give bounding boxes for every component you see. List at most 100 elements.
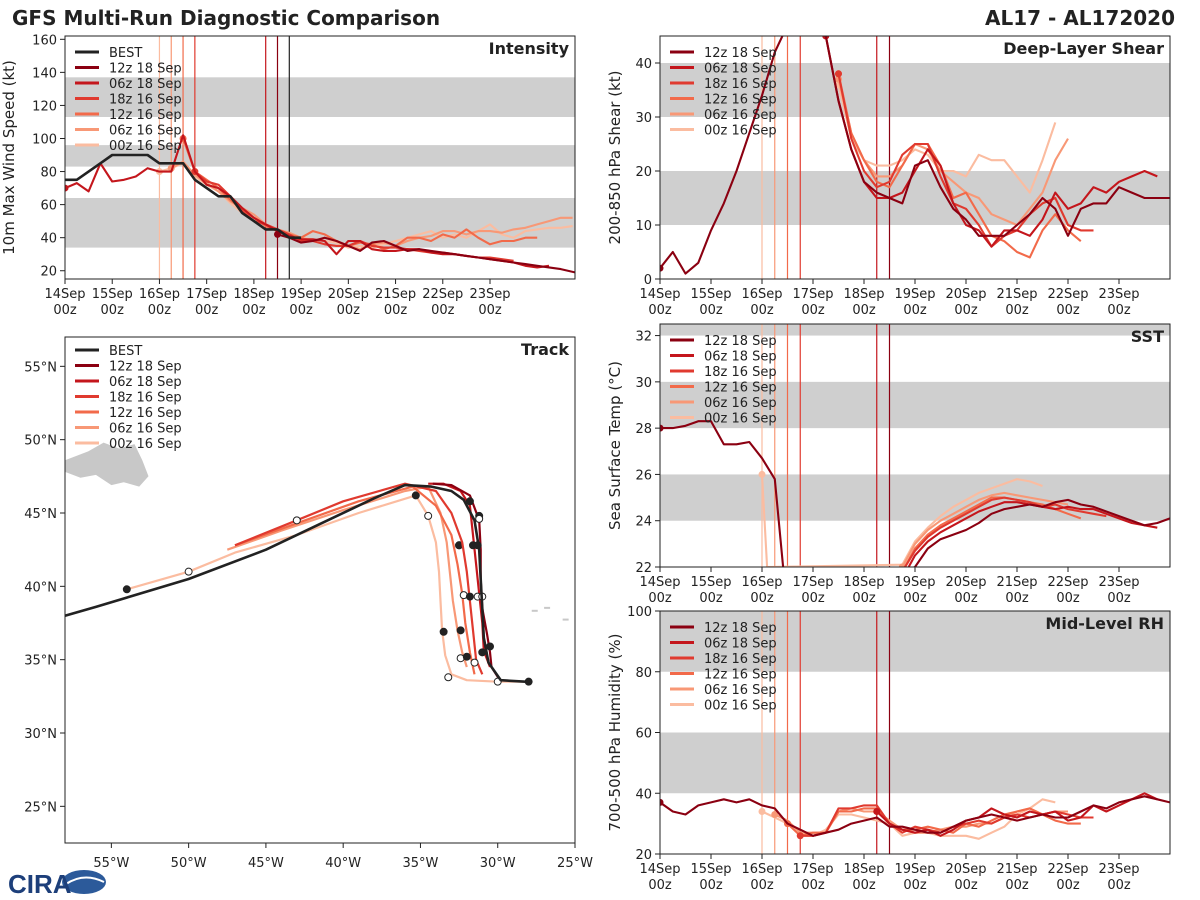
x-tick-label-day: 21Sep bbox=[375, 287, 416, 302]
rh-plot-area bbox=[660, 611, 1170, 854]
y-tick-label: 160 bbox=[32, 33, 57, 48]
track-line-00z-16-sep bbox=[126, 494, 529, 683]
x-tick-label-day: 19Sep bbox=[894, 575, 935, 590]
lat-tick-label: 45°N bbox=[24, 507, 57, 522]
x-tick-label-hour: 00z bbox=[648, 591, 672, 606]
x-tick-label-hour: 00z bbox=[954, 303, 978, 318]
y-tick-label: 24 bbox=[635, 515, 652, 530]
x-tick-label-hour: 00z bbox=[750, 303, 774, 318]
x-tick-label-day: 23Sep bbox=[1098, 862, 1139, 877]
x-tick-label-hour: 00z bbox=[903, 591, 927, 606]
series-start-point bbox=[660, 424, 664, 432]
x-tick-label-day: 22Sep bbox=[1047, 287, 1088, 302]
x-tick-label-day: 19Sep bbox=[281, 287, 322, 302]
x-tick-label-hour: 00z bbox=[750, 591, 774, 606]
intensity-frame bbox=[64, 35, 576, 280]
x-tick-label-day: 17Sep bbox=[186, 287, 227, 302]
panel-title: Track bbox=[521, 340, 569, 359]
series-line-12z-18-sep bbox=[277, 233, 575, 274]
x-tick-label-hour: 00z bbox=[242, 303, 266, 318]
x-tick-label-hour: 00z bbox=[1005, 303, 1029, 318]
x-tick-label-hour: 00z bbox=[852, 591, 876, 606]
y-tick-label: 30 bbox=[635, 111, 652, 126]
track-marker bbox=[439, 627, 448, 636]
lon-tick-label: 50°W bbox=[171, 856, 207, 871]
series-line-12z-16-sep bbox=[786, 807, 1081, 837]
y-tick-label: 40 bbox=[40, 232, 57, 247]
x-tick-label-day: 22Sep bbox=[1047, 862, 1088, 877]
x-tick-label-hour: 00z bbox=[1005, 878, 1029, 893]
x-tick-label-day: 17Sep bbox=[792, 575, 833, 590]
x-tick-label-day: 16Sep bbox=[741, 862, 782, 877]
x-tick-label-day: 23Sep bbox=[1098, 287, 1139, 302]
lat-tick-label: 55°N bbox=[24, 360, 57, 375]
x-tick-label-hour: 00z bbox=[384, 303, 408, 318]
track-marker bbox=[444, 673, 453, 682]
legend-label: 00z 16 Sep bbox=[704, 412, 777, 427]
y-tick-label: 80 bbox=[635, 666, 652, 681]
x-tick-label-hour: 00z bbox=[852, 303, 876, 318]
y-tick-label: 120 bbox=[32, 99, 57, 114]
azores-island bbox=[562, 618, 569, 621]
series-start-point bbox=[758, 470, 766, 478]
legend-label: 12z 18 Sep bbox=[704, 334, 777, 349]
x-tick-label-day: 15Sep bbox=[690, 287, 731, 302]
lat-tick-label: 35°N bbox=[24, 654, 57, 669]
y-tick-label: 32 bbox=[635, 330, 652, 345]
x-tick-label-hour: 00z bbox=[1107, 591, 1131, 606]
shear-panel: 01020304014Sep00z15Sep00z16Sep00z17Sep00… bbox=[606, 35, 1171, 318]
x-tick-label-day: 20Sep bbox=[945, 575, 986, 590]
lon-tick-label: 35°W bbox=[403, 856, 439, 871]
legend-label: 00z 16 Sep bbox=[704, 699, 777, 714]
y-tick-label: 10 bbox=[635, 219, 652, 234]
x-tick-label-day: 23Sep bbox=[1098, 575, 1139, 590]
track-marker bbox=[465, 592, 474, 601]
series-line-06z-16-sep bbox=[901, 491, 1069, 567]
track-marker bbox=[470, 658, 479, 667]
track-marker bbox=[475, 514, 484, 523]
track-line-12z-16-sep bbox=[234, 485, 476, 675]
legend-label: 12z 16 Sep bbox=[109, 406, 182, 421]
x-tick-label-hour: 00z bbox=[289, 303, 313, 318]
x-tick-label-day: 15Sep bbox=[690, 862, 731, 877]
y-axis-label: Sea Surface Temp (°C) bbox=[606, 361, 624, 530]
track-marker bbox=[292, 516, 301, 525]
track-marker bbox=[524, 677, 533, 686]
x-tick-label-hour: 00z bbox=[954, 591, 978, 606]
lat-tick-label: 30°N bbox=[24, 727, 57, 742]
x-tick-label-hour: 00z bbox=[1056, 878, 1080, 893]
legend-label: 12z 16 Sep bbox=[704, 381, 777, 396]
track-panel: 55°W 50°W 45°W 40°W 35°W 30°W 25°W 25°N 30°N 35°N… bbox=[24, 336, 593, 871]
x-tick-label-hour: 00z bbox=[648, 878, 672, 893]
track-marker bbox=[473, 541, 482, 550]
figure-title: GFS Multi-Run Diagnostic Comparison bbox=[12, 6, 440, 30]
legend-label: 18z 16 Sep bbox=[704, 77, 777, 92]
newfoundland-landmass bbox=[65, 442, 149, 487]
x-tick-label-hour: 00z bbox=[699, 878, 723, 893]
x-tick-label-hour: 00z bbox=[1107, 303, 1131, 318]
legend-label: 12z 18 Sep bbox=[109, 62, 182, 77]
x-tick-label-hour: 00z bbox=[478, 303, 502, 318]
intensity-panel: 2040608010012014016014Sep00z15Sep00z16Se… bbox=[0, 33, 576, 318]
lat-tick-label: 25°N bbox=[24, 800, 57, 815]
series-start-point bbox=[65, 184, 69, 192]
x-tick-label-day: 18Sep bbox=[843, 287, 884, 302]
logo-text: CIRA bbox=[8, 869, 72, 899]
series-start-point bbox=[758, 807, 766, 815]
series-line-12z-18-sep bbox=[660, 420, 1170, 567]
series-start-point bbox=[660, 798, 664, 806]
x-tick-label-day: 14Sep bbox=[44, 287, 85, 302]
y-tick-label: 26 bbox=[635, 468, 652, 483]
track-frame bbox=[64, 336, 576, 844]
x-tick-label-day: 21Sep bbox=[996, 862, 1037, 877]
legend-label: 06z 16 Sep bbox=[109, 422, 182, 437]
x-tick-label-hour: 00z bbox=[431, 303, 455, 318]
panel-title: SST bbox=[1131, 327, 1164, 346]
x-tick-label-hour: 00z bbox=[53, 303, 77, 318]
shaded-band bbox=[660, 324, 1170, 336]
series-start-point bbox=[898, 563, 906, 567]
series-line-00z-16-sep bbox=[760, 474, 1043, 567]
y-tick-label: 22 bbox=[635, 561, 652, 576]
y-tick-label: 20 bbox=[635, 848, 652, 863]
shaded-band bbox=[660, 171, 1170, 225]
